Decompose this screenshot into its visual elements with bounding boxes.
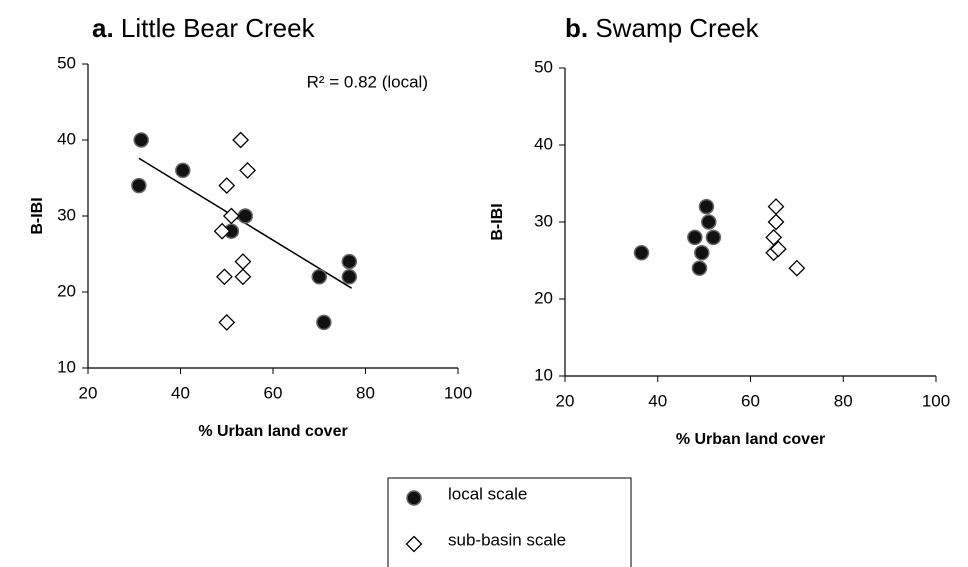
y-axis-label: B-IBI — [489, 203, 506, 240]
x-tick-label: 80 — [356, 383, 375, 402]
point — [316, 314, 332, 331]
x-tick-label: 80 — [834, 391, 853, 410]
point — [633, 245, 650, 261]
x-tick-label: 60 — [741, 391, 760, 410]
y-tick-label: 20 — [534, 288, 553, 307]
title-gap — [114, 13, 121, 43]
point — [222, 207, 240, 225]
point — [788, 259, 806, 277]
point — [767, 198, 785, 216]
y-tick-label: 40 — [534, 134, 553, 153]
point — [767, 213, 785, 231]
x-tick-label: 60 — [264, 383, 283, 402]
point — [133, 132, 149, 148]
x-tick-label: 20 — [79, 383, 98, 402]
point — [175, 162, 191, 179]
point — [694, 245, 710, 261]
point — [687, 229, 703, 246]
chart-title: b. Swamp Creek — [565, 13, 760, 43]
x-tick-label: 40 — [648, 391, 667, 410]
y-tick-label: 20 — [57, 281, 76, 300]
point — [341, 253, 358, 270]
legend-label: sub-basin scale — [448, 530, 566, 549]
legend-box — [387, 477, 632, 567]
point — [769, 240, 787, 258]
legend-marker — [406, 490, 422, 506]
y-tick-label: 50 — [57, 53, 76, 72]
y-tick-label: 30 — [534, 211, 553, 230]
y-tick-label: 40 — [57, 129, 76, 148]
title-text: Swamp Creek — [595, 13, 759, 43]
point — [701, 214, 717, 230]
x-tick-label: 100 — [444, 383, 472, 402]
legend-label: local scale — [448, 484, 527, 503]
point — [341, 269, 358, 285]
point — [698, 198, 715, 215]
x-tick-label: 20 — [556, 391, 575, 410]
point — [237, 208, 253, 224]
chart-title: a. Little Bear Creek — [92, 13, 316, 43]
y-axis-label: B-IBI — [29, 197, 46, 234]
point — [131, 177, 147, 194]
y-tick-label: 30 — [57, 205, 76, 224]
panel-label: b. — [565, 13, 588, 43]
annotation: R² = 0.82 (local) — [307, 72, 428, 91]
point — [234, 268, 252, 286]
point — [218, 313, 236, 331]
point — [234, 253, 252, 271]
point — [239, 161, 256, 179]
y-tick-label: 10 — [534, 365, 553, 384]
y-tick-label: 10 — [57, 357, 76, 376]
point — [691, 260, 708, 276]
legend-marker — [405, 535, 423, 553]
point — [218, 177, 236, 195]
point — [232, 131, 250, 149]
title-gap — [588, 13, 595, 43]
point — [705, 229, 722, 246]
point — [311, 269, 327, 285]
x-tick-label: 100 — [922, 391, 950, 410]
x-axis-label: % Urban land cover — [198, 423, 347, 440]
x-tick-label: 40 — [171, 383, 190, 402]
point — [216, 268, 233, 286]
x-axis-label: % Urban land cover — [676, 431, 825, 448]
title-text: Little Bear Creek — [121, 13, 316, 43]
panel-label: a. — [92, 13, 114, 43]
point — [213, 222, 231, 240]
y-tick-label: 50 — [534, 57, 553, 76]
